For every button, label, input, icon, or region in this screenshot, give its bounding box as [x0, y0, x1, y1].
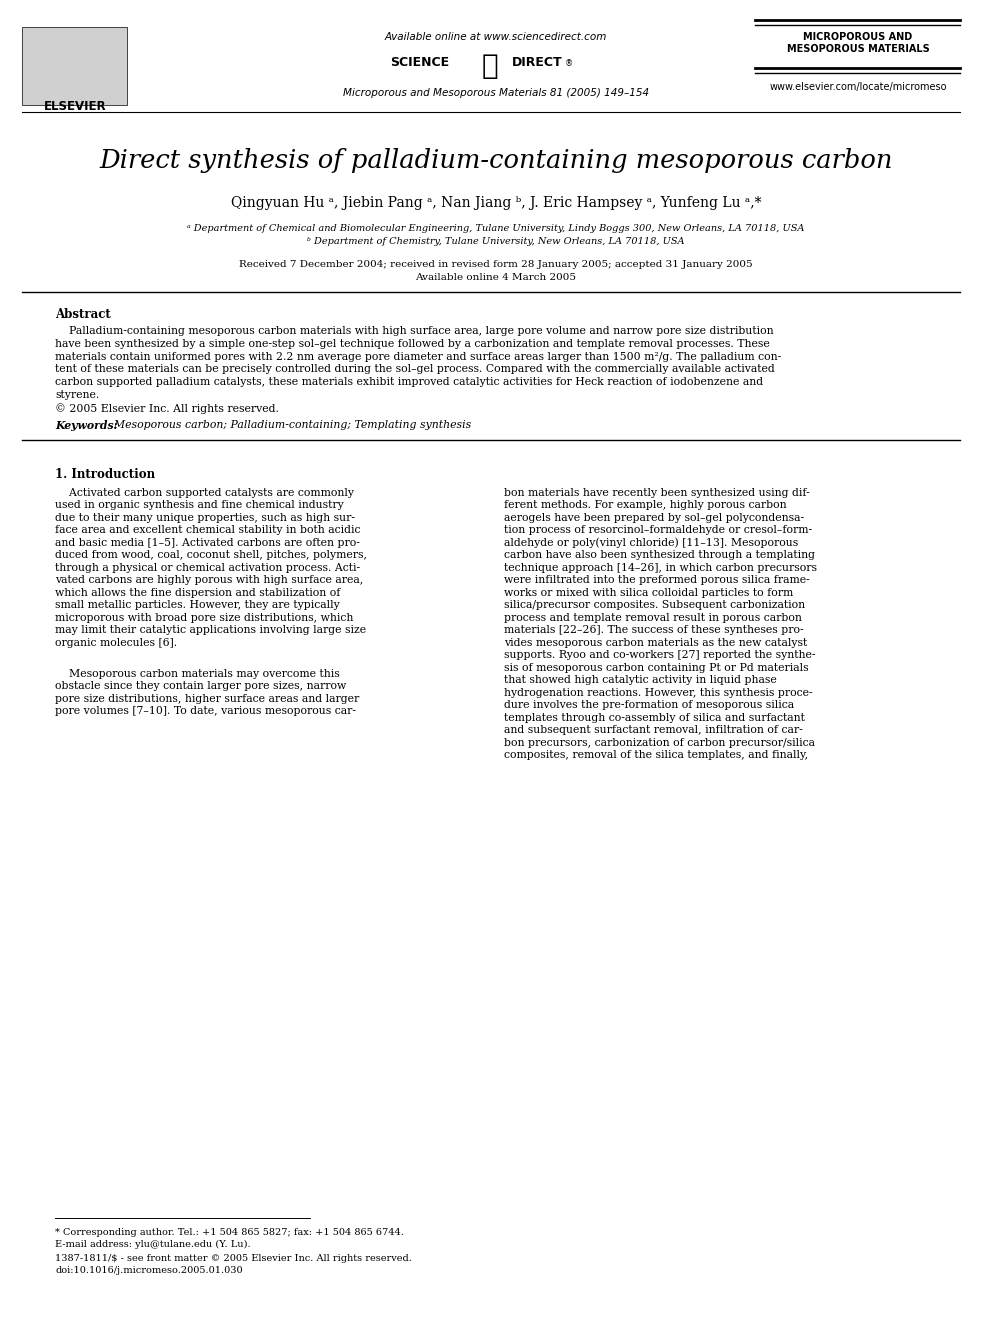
Text: duced from wood, coal, coconut shell, pitches, polymers,: duced from wood, coal, coconut shell, pi… [55, 550, 367, 560]
Text: microporous with broad pore size distributions, which: microporous with broad pore size distrib… [55, 613, 353, 623]
Text: Available online at www.sciencedirect.com: Available online at www.sciencedirect.co… [385, 32, 607, 42]
Text: technique approach [14–26], in which carbon precursors: technique approach [14–26], in which car… [504, 562, 817, 573]
Text: dure involves the pre-formation of mesoporous silica: dure involves the pre-formation of mesop… [504, 700, 795, 710]
Text: that showed high catalytic activity in liquid phase: that showed high catalytic activity in l… [504, 675, 777, 685]
Text: and basic media [1–5]. Activated carbons are often pro-: and basic media [1–5]. Activated carbons… [55, 537, 360, 548]
Text: due to their many unique properties, such as high sur-: due to their many unique properties, suc… [55, 512, 355, 523]
Text: aldehyde or poly(vinyl chloride) [11–13]. Mesoporous: aldehyde or poly(vinyl chloride) [11–13]… [504, 537, 799, 548]
Text: were infiltrated into the preformed porous silica frame-: were infiltrated into the preformed poro… [504, 576, 809, 585]
Text: Keywords:: Keywords: [55, 419, 118, 430]
Text: organic molecules [6].: organic molecules [6]. [55, 638, 178, 647]
Text: 1. Introduction: 1. Introduction [55, 467, 155, 480]
Text: process and template removal result in porous carbon: process and template removal result in p… [504, 613, 802, 623]
Text: MESOPOROUS MATERIALS: MESOPOROUS MATERIALS [787, 44, 930, 54]
FancyBboxPatch shape [22, 26, 127, 105]
Text: ᵃ Department of Chemical and Biomolecular Engineering, Tulane University, Lindy : ᵃ Department of Chemical and Biomolecula… [187, 224, 805, 233]
Text: Qingyuan Hu ᵃ, Jiebin Pang ᵃ, Nan Jiang ᵇ, J. Eric Hampsey ᵃ, Yunfeng Lu ᵃ,*: Qingyuan Hu ᵃ, Jiebin Pang ᵃ, Nan Jiang … [231, 196, 761, 210]
Text: Mesoporous carbon; Palladium-containing; Templating synthesis: Mesoporous carbon; Palladium-containing;… [107, 419, 471, 430]
Text: Direct synthesis of palladium-containing mesoporous carbon: Direct synthesis of palladium-containing… [99, 148, 893, 173]
Text: supports. Ryoo and co-workers [27] reported the synthe-: supports. Ryoo and co-workers [27] repor… [504, 650, 815, 660]
Text: bon precursors, carbonization of carbon precursor/silica: bon precursors, carbonization of carbon … [504, 738, 815, 747]
Text: DIRECT: DIRECT [512, 56, 562, 69]
Text: materials [22–26]. The success of these syntheses pro-: materials [22–26]. The success of these … [504, 624, 804, 635]
Text: Available online 4 March 2005: Available online 4 March 2005 [416, 273, 576, 282]
Text: face area and excellent chemical stability in both acidic: face area and excellent chemical stabili… [55, 525, 360, 534]
Text: bon materials have recently been synthesized using dif-: bon materials have recently been synthes… [504, 488, 809, 497]
Text: carbon supported palladium catalysts, these materials exhibit improved catalytic: carbon supported palladium catalysts, th… [55, 377, 763, 388]
Text: Received 7 December 2004; received in revised form 28 January 2005; accepted 31 : Received 7 December 2004; received in re… [239, 261, 753, 269]
Text: Ⓐ: Ⓐ [482, 52, 498, 79]
Text: Palladium-containing mesoporous carbon materials with high surface area, large p: Palladium-containing mesoporous carbon m… [55, 325, 774, 336]
Text: templates through co-assembly of silica and surfactant: templates through co-assembly of silica … [504, 713, 805, 722]
Text: pore volumes [7–10]. To date, various mesoporous car-: pore volumes [7–10]. To date, various me… [55, 706, 356, 716]
Text: E-mail address: ylu@tulane.edu (Y. Lu).: E-mail address: ylu@tulane.edu (Y. Lu). [55, 1240, 251, 1249]
Text: tion process of resorcinol–formaldehyde or cresol–form-: tion process of resorcinol–formaldehyde … [504, 525, 812, 534]
Text: tent of these materials can be precisely controlled during the sol–gel process. : tent of these materials can be precisely… [55, 364, 775, 374]
Text: hydrogenation reactions. However, this synthesis proce-: hydrogenation reactions. However, this s… [504, 688, 812, 697]
Text: through a physical or chemical activation process. Acti-: through a physical or chemical activatio… [55, 562, 360, 573]
Text: used in organic synthesis and fine chemical industry: used in organic synthesis and fine chemi… [55, 500, 344, 511]
Text: works or mixed with silica colloidal particles to form: works or mixed with silica colloidal par… [504, 587, 794, 598]
Text: Microporous and Mesoporous Materials 81 (2005) 149–154: Microporous and Mesoporous Materials 81 … [343, 89, 649, 98]
Text: silica/precursor composites. Subsequent carbonization: silica/precursor composites. Subsequent … [504, 601, 806, 610]
Text: ®: ® [565, 60, 573, 67]
Text: obstacle since they contain larger pore sizes, narrow: obstacle since they contain larger pore … [55, 681, 346, 692]
Text: pore size distributions, higher surface areas and larger: pore size distributions, higher surface … [55, 693, 359, 704]
Text: have been synthesized by a simple one-step sol–gel technique followed by a carbo: have been synthesized by a simple one-st… [55, 339, 770, 349]
Text: Activated carbon supported catalysts are commonly: Activated carbon supported catalysts are… [55, 488, 354, 497]
Text: styrene.: styrene. [55, 390, 99, 400]
Text: www.elsevier.com/locate/micromeso: www.elsevier.com/locate/micromeso [769, 82, 946, 93]
Text: materials contain uniformed pores with 2.2 nm average pore diameter and surface : materials contain uniformed pores with 2… [55, 352, 782, 361]
Text: composites, removal of the silica templates, and finally,: composites, removal of the silica templa… [504, 750, 808, 761]
Text: carbon have also been synthesized through a templating: carbon have also been synthesized throug… [504, 550, 815, 560]
Text: vated carbons are highly porous with high surface area,: vated carbons are highly porous with hig… [55, 576, 363, 585]
Text: © 2005 Elsevier Inc. All rights reserved.: © 2005 Elsevier Inc. All rights reserved… [55, 402, 279, 414]
Text: * Corresponding author. Tel.: +1 504 865 5827; fax: +1 504 865 6744.: * Corresponding author. Tel.: +1 504 865… [55, 1228, 404, 1237]
Text: doi:10.1016/j.micromeso.2005.01.030: doi:10.1016/j.micromeso.2005.01.030 [55, 1266, 243, 1275]
Text: small metallic particles. However, they are typically: small metallic particles. However, they … [55, 601, 339, 610]
Text: SCIENCE: SCIENCE [390, 56, 449, 69]
Text: ELSEVIER: ELSEVIER [44, 101, 106, 112]
Text: may limit their catalytic applications involving large size: may limit their catalytic applications i… [55, 624, 366, 635]
Text: aerogels have been prepared by sol–gel polycondensa-: aerogels have been prepared by sol–gel p… [504, 512, 805, 523]
Text: ᵇ Department of Chemistry, Tulane University, New Orleans, LA 70118, USA: ᵇ Department of Chemistry, Tulane Univer… [308, 237, 684, 246]
Text: Mesoporous carbon materials may overcome this: Mesoporous carbon materials may overcome… [55, 669, 339, 679]
Text: MICROPOROUS AND: MICROPOROUS AND [804, 32, 913, 42]
Text: vides mesoporous carbon materials as the new catalyst: vides mesoporous carbon materials as the… [504, 638, 807, 647]
Text: 1387-1811/$ - see front matter © 2005 Elsevier Inc. All rights reserved.: 1387-1811/$ - see front matter © 2005 El… [55, 1254, 412, 1263]
Text: sis of mesoporous carbon containing Pt or Pd materials: sis of mesoporous carbon containing Pt o… [504, 663, 808, 672]
Text: which allows the fine dispersion and stabilization of: which allows the fine dispersion and sta… [55, 587, 340, 598]
Text: and subsequent surfactant removal, infiltration of car-: and subsequent surfactant removal, infil… [504, 725, 803, 736]
Text: ferent methods. For example, highly porous carbon: ferent methods. For example, highly poro… [504, 500, 787, 511]
Text: Abstract: Abstract [55, 308, 111, 321]
